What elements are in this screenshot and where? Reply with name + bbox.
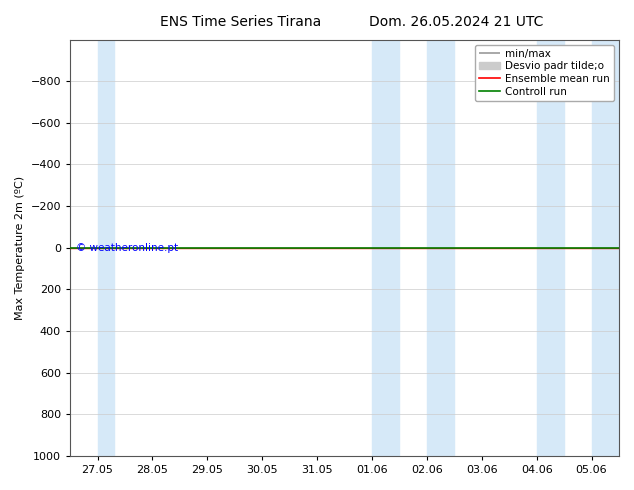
Legend: min/max, Desvio padr tilde;o, Ensemble mean run, Controll run: min/max, Desvio padr tilde;o, Ensemble m… bbox=[475, 45, 614, 101]
Bar bbox=[372, 40, 399, 456]
Bar bbox=[427, 40, 455, 456]
Bar bbox=[592, 40, 619, 456]
Y-axis label: Max Temperature 2m (ºC): Max Temperature 2m (ºC) bbox=[15, 176, 25, 320]
Text: © weatheronline.pt: © weatheronline.pt bbox=[75, 243, 178, 253]
Text: ENS Time Series Tirana: ENS Time Series Tirana bbox=[160, 15, 321, 29]
Bar bbox=[98, 40, 114, 456]
Text: Dom. 26.05.2024 21 UTC: Dom. 26.05.2024 21 UTC bbox=[369, 15, 544, 29]
Bar bbox=[536, 40, 564, 456]
